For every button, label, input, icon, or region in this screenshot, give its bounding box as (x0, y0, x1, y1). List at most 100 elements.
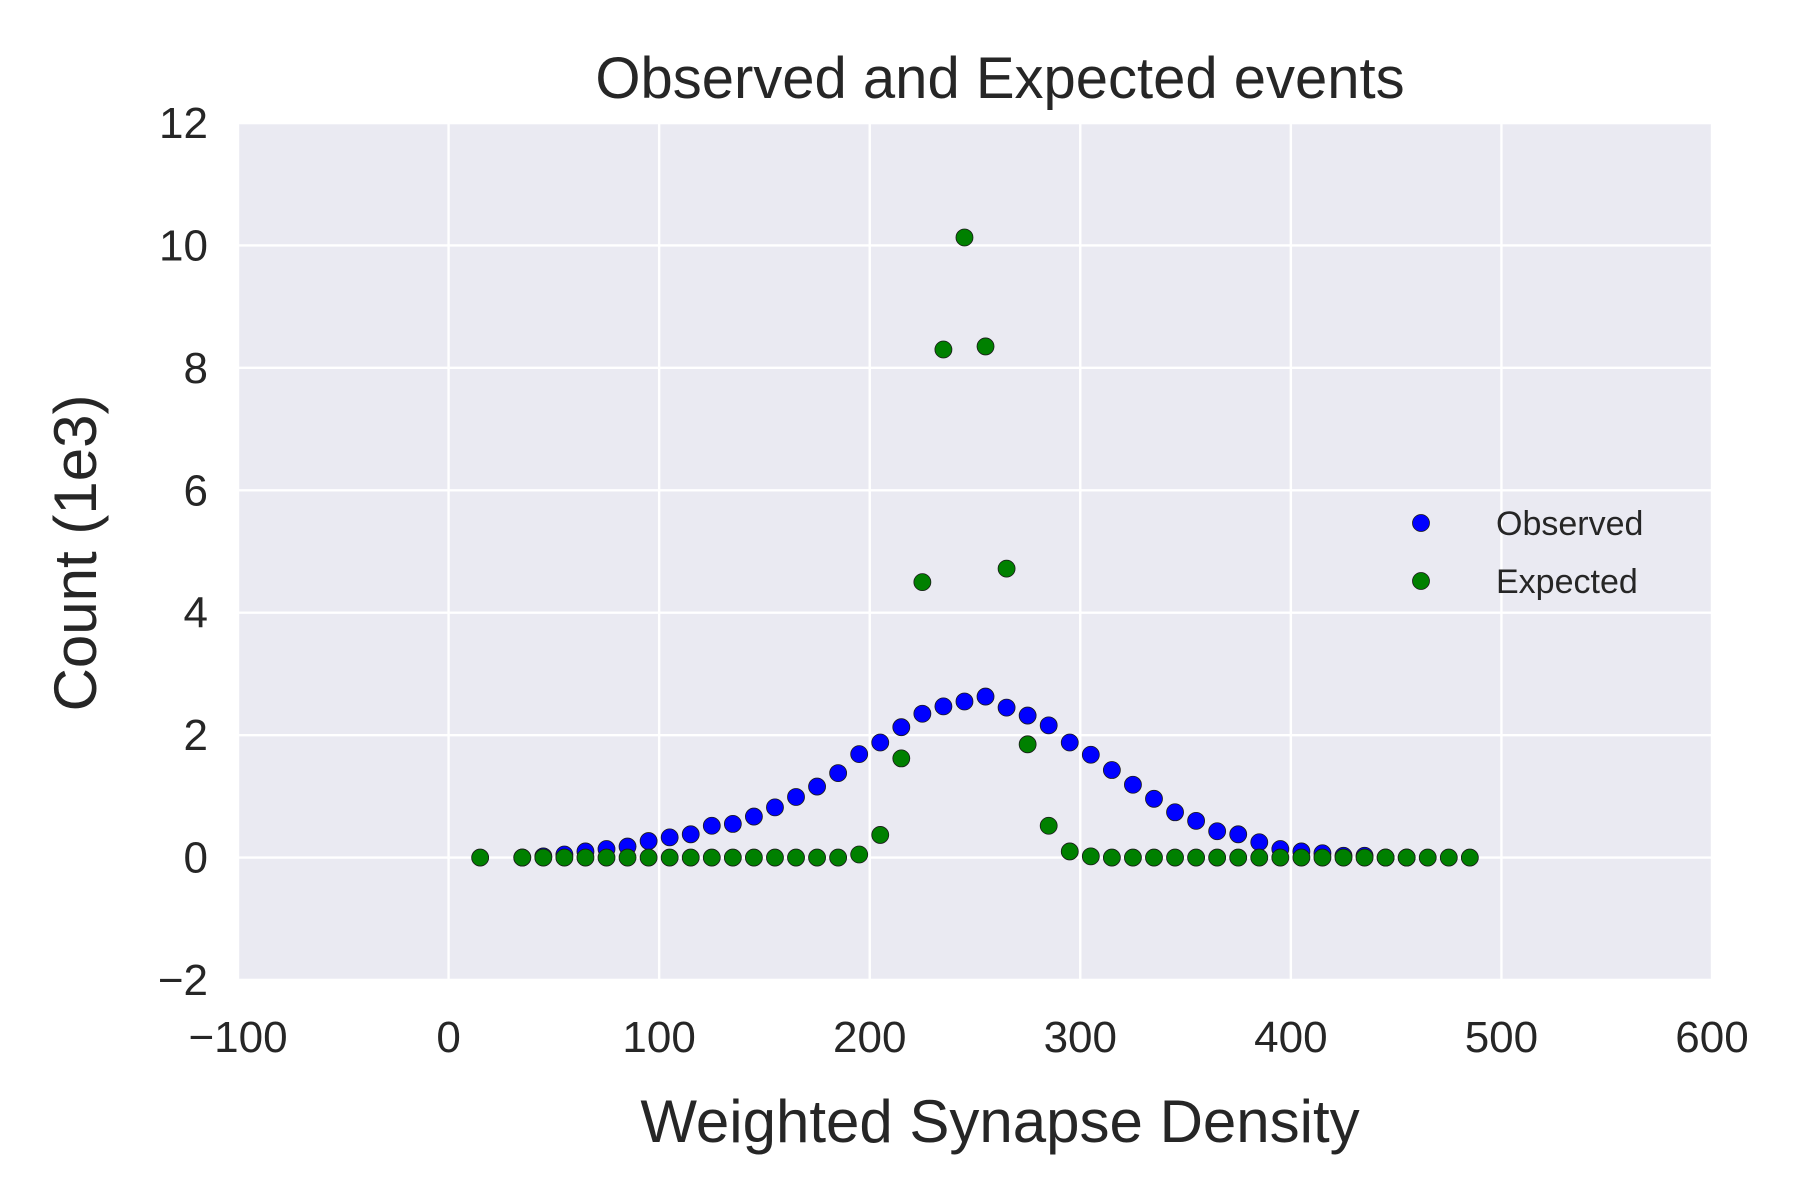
expected-point (1376, 848, 1395, 867)
expected-point (1060, 842, 1079, 861)
expected-point (555, 848, 574, 867)
expected-point (1250, 848, 1269, 867)
observed-point (808, 777, 826, 796)
expected-point (471, 848, 490, 867)
x-tick-label: 100 (622, 1013, 695, 1062)
observed-point (1145, 789, 1163, 808)
expected-point (1292, 848, 1311, 867)
observed-point (766, 798, 784, 817)
expected-point (1166, 848, 1184, 867)
y-axis-title: Count (1e3) (42, 395, 109, 712)
y-tick-label: 2 (184, 711, 208, 760)
y-tick-label: 8 (184, 344, 208, 393)
expected-point (745, 848, 763, 867)
observed-point (871, 733, 890, 752)
x-tick-label: −100 (188, 1013, 287, 1062)
expected-point (513, 848, 532, 867)
observed-point (850, 745, 869, 764)
expected-point (808, 848, 826, 867)
expected-point (1334, 848, 1353, 867)
legend-label-observed: Observed (1496, 505, 1643, 543)
expected-point (976, 337, 995, 356)
expected-point (1439, 848, 1458, 867)
observed-point (1081, 745, 1100, 764)
expected-point (576, 848, 595, 867)
y-tick-label: 0 (184, 834, 208, 883)
legend: Observed Expected (1412, 505, 1643, 601)
observed-point (1124, 775, 1142, 794)
legend-marker-expected (1412, 572, 1430, 590)
expected-point (1124, 848, 1142, 867)
expected-point (534, 848, 553, 867)
expected-point (892, 749, 911, 768)
y-tick-label: 4 (184, 589, 208, 638)
expected-point (913, 573, 932, 592)
observed-point (1060, 733, 1079, 752)
expected-point (681, 848, 700, 867)
expected-point (1208, 848, 1227, 867)
observed-point (660, 828, 679, 847)
data-points (471, 228, 1479, 867)
expected-point (1271, 848, 1290, 867)
expected-point (1102, 848, 1121, 867)
expected-point (1418, 848, 1437, 867)
y-tick-label: −2 (158, 956, 208, 1005)
observed-point (681, 825, 700, 844)
x-tick-label: 200 (833, 1013, 906, 1062)
plot-area (238, 123, 1712, 980)
observed-point (892, 718, 911, 737)
observed-point (723, 815, 742, 833)
observed-point (976, 687, 995, 706)
observed-point (1208, 822, 1227, 841)
legend-marker-observed (1412, 514, 1430, 532)
expected-point (639, 848, 658, 867)
observed-point (1039, 716, 1058, 735)
expected-point (1145, 848, 1163, 867)
observed-point (1018, 706, 1037, 725)
expected-point (1313, 848, 1332, 867)
chart-title: Observed and Expected events (595, 46, 1404, 111)
expected-point (597, 848, 616, 867)
expected-point (618, 848, 637, 867)
y-tick-label: 10 (159, 221, 208, 270)
observed-point (913, 704, 932, 723)
expected-point (1018, 735, 1037, 754)
expected-point (1187, 848, 1205, 867)
observed-point (1166, 803, 1184, 822)
expected-point (1355, 848, 1374, 867)
observed-point (1229, 825, 1248, 844)
observed-point (829, 764, 848, 782)
expected-point (850, 845, 869, 864)
observed-point (702, 816, 721, 835)
x-tick-label: 300 (1044, 1013, 1117, 1062)
expected-point (702, 848, 721, 867)
x-tick-label: 500 (1465, 1013, 1538, 1062)
expected-point (829, 848, 848, 867)
observed-point (955, 692, 974, 711)
expected-point (766, 848, 784, 867)
observed-point (1187, 811, 1205, 830)
observed-point (639, 832, 658, 850)
tick-labels: −100 0 100 200 300 400 500 600 −2 0 2 4 6 8 10 12 (158, 99, 1749, 1062)
observed-point (1102, 761, 1121, 779)
observed-point (997, 698, 1016, 717)
y-tick-label: 12 (159, 99, 208, 148)
x-tick-label: 0 (436, 1013, 460, 1062)
expected-point (955, 228, 974, 247)
legend-label-expected: Expected (1496, 563, 1638, 601)
expected-point (1397, 848, 1416, 867)
expected-point (1229, 848, 1248, 867)
expected-point (723, 848, 742, 867)
expected-point (1039, 816, 1058, 835)
expected-point (934, 340, 953, 359)
y-tick-label: 6 (184, 466, 208, 515)
observed-point (787, 788, 805, 806)
observed-point (934, 697, 953, 716)
expected-point (787, 848, 805, 867)
observed-point (1250, 833, 1269, 852)
expected-point (1460, 848, 1479, 867)
expected-point (1081, 847, 1100, 866)
observed-point (745, 807, 763, 826)
expected-point (871, 826, 890, 844)
